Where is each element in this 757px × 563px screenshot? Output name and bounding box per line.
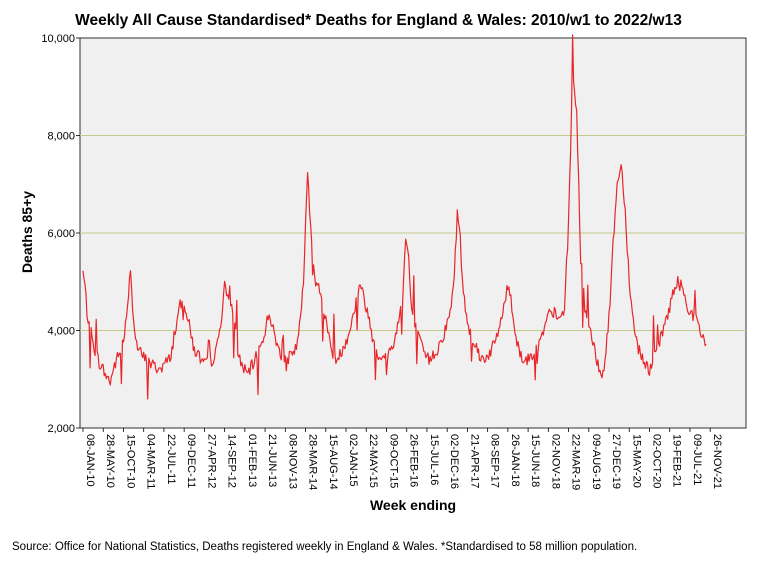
x-tick-label: 26-NOV-21 <box>711 434 723 489</box>
x-tick-label: 09-OCT-15 <box>387 434 399 488</box>
x-tick-label: 27-DEC-19 <box>610 434 622 489</box>
x-tick-label: 21-JUN-13 <box>266 434 278 487</box>
x-tick-label: 02-NOV-18 <box>549 434 561 489</box>
x-tick-label: 01-FEB-13 <box>246 434 258 487</box>
x-axis-label: Week ending <box>369 497 457 513</box>
x-tick-label: 02-DEC-16 <box>448 434 460 489</box>
x-tick-label: 19-FEB-21 <box>671 434 683 487</box>
x-tick-label: 26-JAN-18 <box>509 434 521 487</box>
series-line-deaths-85plus <box>82 34 707 400</box>
x-tick-label: 14-SEP-12 <box>226 434 238 488</box>
x-tick-label: 15-AUG-14 <box>327 434 339 490</box>
y-tick-label: 10,000 <box>41 33 75 45</box>
x-tick-label: 28-MAY-10 <box>104 434 116 488</box>
source-note: Source: Office for National Statistics, … <box>12 541 638 553</box>
x-tick-label: 09-JUL-21 <box>691 434 703 485</box>
chart-title: Weekly All Cause Standardised* Deaths fo… <box>75 12 682 29</box>
x-tick-label: 02-JAN-15 <box>347 434 359 487</box>
x-tick-label: 21-APR-17 <box>468 434 480 488</box>
y-tick-label: 8,000 <box>47 131 75 143</box>
x-tick-label: 02-OCT-20 <box>650 434 662 488</box>
x-tick-label: 15-OCT-10 <box>124 434 136 488</box>
x-tick-label: 15-MAY-20 <box>630 434 642 488</box>
x-tick-label: 28-MAR-14 <box>307 434 319 490</box>
x-tick-label: 15-JUL-16 <box>428 434 440 485</box>
x-tick-label: 08-SEP-17 <box>489 434 501 488</box>
x-tick-label: 04-MAR-11 <box>145 434 157 489</box>
x-tick-label: 22-JUL-11 <box>165 434 177 485</box>
x-tick-label: 22-MAR-19 <box>570 434 582 490</box>
x-tick-label: 09-DEC-11 <box>185 434 197 488</box>
x-tick-label: 09-AUG-19 <box>590 434 602 490</box>
y-tick-label: 4,000 <box>47 326 75 338</box>
x-tick-label: 27-APR-12 <box>205 434 217 488</box>
y-tick-label: 2,000 <box>47 423 75 435</box>
x-tick-label: 15-JUN-18 <box>529 434 541 487</box>
y-tick-label: 6,000 <box>47 228 75 240</box>
x-tick-label: 22-MAY-15 <box>367 434 379 488</box>
x-tick-label: 26-FEB-16 <box>408 434 420 487</box>
x-tick-label: 08-JAN-10 <box>84 434 96 487</box>
x-tick-label: 08-NOV-13 <box>286 434 298 489</box>
